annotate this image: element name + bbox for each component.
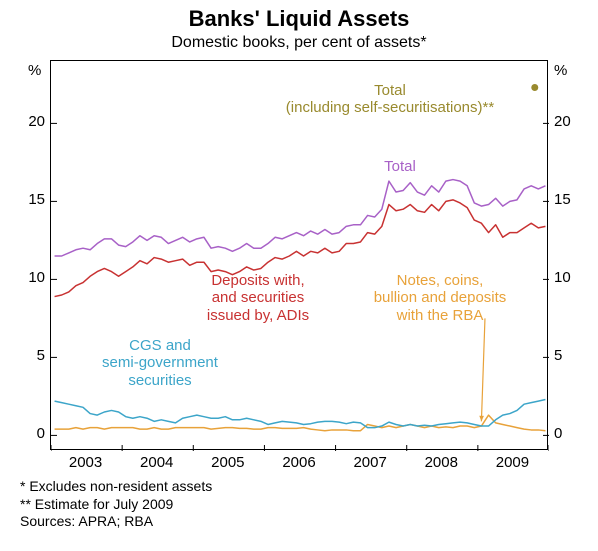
series-label-total: Total [370,158,430,175]
series-total [55,180,546,256]
xtick: 2004 [140,454,173,471]
ytick-right: 15 [554,191,594,208]
sources: Sources: APRA; RBA [20,513,212,531]
y-axis-unit-left: % [28,62,41,79]
ytick-right: 10 [554,269,594,286]
ytick-left: 10 [5,269,45,286]
xtick: 2008 [425,454,458,471]
plot-area [50,60,548,450]
series-label-deposits_adis: Deposits with, and securities issued by,… [178,272,338,324]
y-axis-unit-right: % [554,62,567,79]
series-label-notes_coins_rba: Notes, coins, bullion and deposits with … [345,272,535,324]
xtick: 2009 [496,454,529,471]
ytick-left: 5 [5,347,45,364]
ytick-left: 0 [5,425,45,442]
xtick: 2003 [69,454,102,471]
xtick: 2006 [282,454,315,471]
ytick-left: 20 [5,113,45,130]
chart-container: Banks' Liquid Assets Domestic books, per… [0,0,598,551]
chart-title: Banks' Liquid Assets [0,0,598,32]
series-label-cgs_semi: CGS and semi-government securities [75,337,245,389]
footnote-1: * Excludes non-resident assets [20,478,212,496]
ytick-right: 0 [554,425,594,442]
ytick-left: 15 [5,191,45,208]
plot-svg [51,61,549,451]
footnotes: * Excludes non-resident assets ** Estima… [20,478,212,531]
ytick-right: 20 [554,113,594,130]
xtick: 2007 [353,454,386,471]
chart-subtitle: Domestic books, per cent of assets* [0,32,598,52]
xtick: 2005 [211,454,244,471]
series-cgs_semi [55,400,546,428]
series-label-total_self: Total (including self-securitisations)** [240,82,540,117]
ytick-right: 5 [554,347,594,364]
footnote-2: ** Estimate for July 2009 [20,496,212,514]
